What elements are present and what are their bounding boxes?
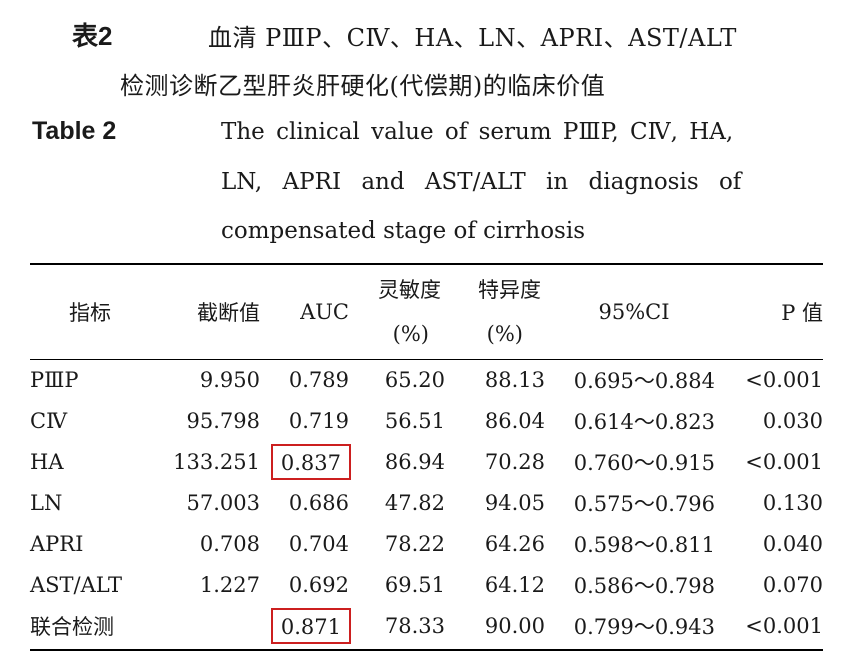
caption-en-line1: The clinical value of serum PⅢP, CⅣ, HA,: [221, 119, 734, 145]
cell-sensitivity: 86.94: [384, 449, 445, 474]
cell-specificity: 64.26: [484, 531, 545, 556]
header-indicator: 指标: [69, 300, 111, 325]
table-row: PⅢP 9.950 0.789 65.20 88.13 0.695～0.884 <0.001: [30, 359, 823, 400]
cell-ci: 0.598～0.811: [573, 532, 715, 557]
cell-specificity: 94.05: [484, 490, 545, 515]
header-specificity: 特异度 (%): [445, 264, 545, 359]
cell-auc: 0.686: [260, 482, 355, 523]
cell-cutoff: 1.227: [199, 572, 260, 597]
cell-p: <0.001: [745, 613, 823, 638]
cell-indicator: CⅣ: [30, 408, 68, 433]
caption-cn-line2: 检测诊断乙型肝炎肝硬化(代偿期)的临床价值: [120, 72, 606, 100]
auc-value-highlighted: 0.837: [270, 443, 352, 480]
cell-auc: 0.704: [260, 523, 355, 564]
cell-cutoff: 133.251: [173, 449, 260, 474]
caption-en-line3: compensated stage of cirrhosis: [221, 218, 586, 244]
header-p: P 值: [781, 300, 823, 325]
cell-specificity: 64.12: [484, 572, 545, 597]
auc-value: 0.719: [288, 408, 349, 433]
cell-auc: 0.719: [260, 400, 355, 441]
auc-value: 0.692: [288, 572, 349, 597]
cell-p: <0.001: [745, 367, 823, 392]
table-row: 联合检测 0.871 78.33 90.00 0.799～0.943 <0.001: [30, 605, 823, 646]
cell-auc: 0.692: [260, 564, 355, 605]
data-table: 指标 截断值 AUC 灵敏度 (%) 特异度 (%) 95%CI P 值 PⅢP…: [30, 264, 823, 646]
table-bottom-rule: [30, 649, 823, 651]
cell-sensitivity: 56.51: [384, 408, 445, 433]
cell-sensitivity: 65.20: [384, 367, 445, 392]
cell-ci: 0.586～0.798: [573, 573, 715, 598]
cell-indicator: HA: [30, 449, 64, 474]
header-sensitivity-label: 灵敏度: [378, 277, 441, 302]
cell-specificity: 86.04: [484, 408, 545, 433]
cell-sensitivity: 69.51: [384, 572, 445, 597]
caption-en-label: Table 2: [32, 117, 117, 145]
cell-specificity: 70.28: [484, 449, 545, 474]
cell-p: <0.001: [745, 449, 823, 474]
header-auc: AUC: [300, 299, 349, 324]
cell-ci: 0.799～0.943: [573, 614, 715, 639]
cell-indicator: LN: [30, 490, 63, 515]
table-top-rule: [30, 263, 823, 265]
header-cutoff: 截断值: [197, 300, 260, 325]
auc-value: 0.686: [288, 490, 349, 515]
cell-specificity: 90.00: [484, 613, 545, 638]
cell-auc: 0.837: [260, 441, 355, 482]
cell-cutoff: 0.708: [199, 531, 260, 556]
cell-ci: 0.575～0.796: [573, 491, 715, 516]
table-row: AST/ALT 1.227 0.692 69.51 64.12 0.586～0.798 0.…: [30, 564, 823, 605]
header-ci: 95%CI: [598, 299, 670, 324]
cell-specificity: 88.13: [484, 367, 545, 392]
cell-sensitivity: 47.82: [384, 490, 445, 515]
cell-cutoff: [170, 605, 260, 646]
cell-sensitivity: 78.22: [384, 531, 445, 556]
header-sensitivity: 灵敏度 (%): [355, 264, 445, 359]
table-row: APRI 0.708 0.704 78.22 64.26 0.598～0.811 0.040: [30, 523, 823, 564]
cell-ci: 0.614～0.823: [573, 409, 715, 434]
auc-value-highlighted: 0.871: [270, 607, 352, 644]
cell-auc: 0.871: [260, 605, 355, 646]
cell-cutoff: 57.003: [186, 490, 260, 515]
header-sensitivity-unit: (%): [392, 321, 429, 346]
cell-p: 0.030: [762, 408, 823, 433]
caption-cn-line1: 血清 PⅢP、CⅣ、HA、LN、APRI、AST/ALT: [208, 24, 737, 52]
cell-indicator: AST/ALT: [30, 572, 123, 597]
cell-p: 0.070: [762, 572, 823, 597]
cell-auc: 0.789: [260, 359, 355, 400]
cell-ci: 0.760～0.915: [573, 450, 715, 475]
cell-cutoff: 9.950: [199, 367, 260, 392]
cell-ci: 0.695～0.884: [573, 368, 715, 393]
caption-cn-label: 表2: [72, 21, 113, 51]
table-row: HA 133.251 0.837 86.94 70.28 0.760～0.915 <0.00…: [30, 441, 823, 482]
table-row: LN 57.003 0.686 47.82 94.05 0.575～0.796 0.130: [30, 482, 823, 523]
cell-p: 0.130: [762, 490, 823, 515]
auc-value: 0.789: [288, 367, 349, 392]
cell-indicator: APRI: [30, 531, 84, 556]
cell-indicator: 联合检测: [30, 614, 114, 639]
cell-indicator: PⅢP: [30, 367, 79, 392]
auc-value: 0.704: [288, 531, 349, 556]
header-specificity-unit: (%): [486, 321, 523, 346]
table-row: CⅣ 95.798 0.719 56.51 86.04 0.614～0.823 0.030: [30, 400, 823, 441]
cell-sensitivity: 78.33: [384, 613, 445, 638]
caption-en-line2: LN, APRI and AST/ALT in diagnosis of: [221, 169, 742, 195]
table-header-rule: [30, 359, 823, 360]
cell-p: 0.040: [762, 531, 823, 556]
cell-cutoff: 95.798: [186, 408, 260, 433]
header-specificity-label: 特异度: [478, 277, 541, 302]
